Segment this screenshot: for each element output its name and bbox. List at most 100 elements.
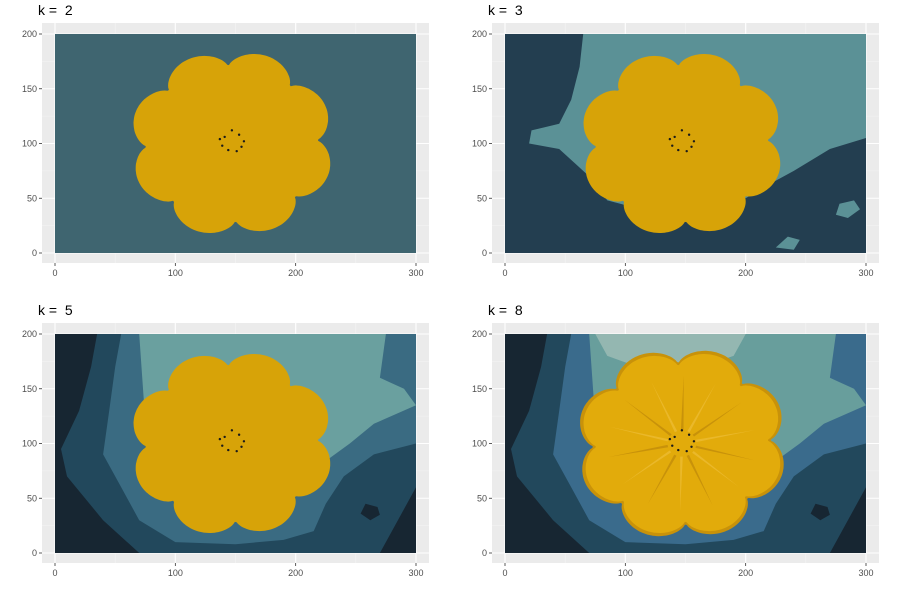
x-tick-label: 300 <box>408 268 423 278</box>
flower-center <box>668 129 696 153</box>
x-tick-label: 100 <box>618 568 633 578</box>
y-tick-label: 200 <box>472 329 487 339</box>
x-tick-label: 200 <box>738 568 753 578</box>
cluster-light-spot <box>775 236 800 250</box>
flower <box>583 354 781 533</box>
flower-streak <box>651 381 678 433</box>
flower-streak <box>687 383 716 433</box>
flower-center-dot <box>692 140 696 143</box>
image-raster <box>55 334 416 553</box>
flower-streak <box>680 456 683 512</box>
flower-center-dot <box>671 144 674 147</box>
flower-center-dot <box>240 445 243 448</box>
plot-k5: 0 100 200 300 0 50 100 150 200 <box>22 323 429 578</box>
flower-center-dot <box>223 135 226 139</box>
flower-center-dot <box>227 148 230 152</box>
y-tick-label: 200 <box>472 29 487 39</box>
flower-center-dot <box>687 133 691 136</box>
flower-center-dot <box>673 435 676 439</box>
y-tick-label: 100 <box>22 439 37 449</box>
flower-center-dot <box>221 144 224 147</box>
y-tick-label: 150 <box>22 384 37 394</box>
panel-title: k = 8 <box>488 302 523 318</box>
panel-title: k = 2 <box>38 2 73 18</box>
x-tick-label: 0 <box>502 568 507 578</box>
flower-streaks <box>608 375 755 512</box>
flower-center-dot <box>690 445 693 448</box>
cluster-darkest-spot <box>810 503 830 521</box>
flower-center-dot <box>242 140 246 143</box>
y-tick-label: 50 <box>27 193 37 203</box>
flower-center-dot <box>227 448 230 452</box>
flower-center <box>668 429 696 453</box>
flower <box>133 354 331 533</box>
flower-streak <box>680 375 684 431</box>
flower-center-dot <box>230 129 234 132</box>
x-tick-label: 300 <box>408 568 423 578</box>
plot-k3: 0 100 200 300 0 50 100 150 200 <box>472 23 879 278</box>
flower-center-dot <box>680 429 684 432</box>
flower-center-dot <box>690 145 693 148</box>
flower-streak <box>686 454 713 506</box>
flower-streak <box>692 451 740 488</box>
flower-center-dot <box>235 149 238 153</box>
y-tick-label: 150 <box>472 84 487 94</box>
y-tick-label: 200 <box>22 29 37 39</box>
flower-center <box>218 129 246 153</box>
flower-center-dot <box>218 137 222 141</box>
x-tick-label: 200 <box>288 568 303 578</box>
image-raster <box>55 34 416 253</box>
panel-k3: k = 3 0 100 200 300 0 50 100 150 200 <box>450 0 900 300</box>
flower-center-dot <box>223 435 226 439</box>
flower-streak <box>647 454 677 504</box>
panel-k8: k = 8 0 100 200 300 0 50 100 150 200 <box>450 300 900 600</box>
flower-center-dot <box>680 129 684 132</box>
axis-ticks <box>39 333 417 566</box>
plot-k8: 0 100 200 300 0 50 100 150 200 <box>472 323 879 578</box>
flower-center-dot <box>671 444 674 447</box>
flower-streak <box>695 445 755 461</box>
panel-k5: k = 5 0 100 200 300 0 50 100 150 200 <box>0 300 450 600</box>
flower-center-dot <box>237 133 241 136</box>
flower-streak <box>622 450 672 485</box>
x-tick-label: 100 <box>168 568 183 578</box>
axis-ticks <box>489 33 867 266</box>
flower-center-dot <box>673 135 676 139</box>
x-tick-label: 0 <box>52 268 57 278</box>
x-tick-label: 300 <box>858 568 873 578</box>
y-tick-label: 0 <box>482 548 487 558</box>
axis-ticks <box>39 33 417 266</box>
flower-center-dot <box>221 444 224 447</box>
y-tick-label: 0 <box>32 248 37 258</box>
cluster-darkest-spot <box>360 503 380 521</box>
flower-center-dot <box>677 448 680 452</box>
flower-center-dot <box>692 440 696 443</box>
flower-center-dot <box>668 437 672 441</box>
flower-streak <box>692 402 742 437</box>
plot-k2: 0 100 200 300 0 50 100 150 200 <box>22 23 429 278</box>
flower-center-dot <box>685 449 688 453</box>
panel-k2: k = 2 0 100 200 300 0 50 100 150 200 <box>0 0 450 300</box>
flower-center <box>218 429 246 453</box>
y-tick-label: 0 <box>32 548 37 558</box>
y-tick-label: 50 <box>477 493 487 503</box>
flower-center-dot <box>668 137 672 141</box>
flower-streak <box>695 430 755 443</box>
flower-center-dot <box>235 449 238 453</box>
flower-center-dot <box>687 433 691 436</box>
image-raster <box>505 334 866 553</box>
x-tick-label: 100 <box>168 268 183 278</box>
x-tick-label: 100 <box>618 268 633 278</box>
axis-ticks <box>489 333 867 566</box>
y-tick-label: 100 <box>22 139 37 149</box>
flower-streak <box>608 444 669 457</box>
flower-center-dot <box>685 149 688 153</box>
panel-title: k = 3 <box>488 2 523 18</box>
flower-center-dot <box>230 429 234 432</box>
y-tick-label: 100 <box>472 439 487 449</box>
y-tick-label: 0 <box>482 248 487 258</box>
cluster-light-spot <box>835 200 860 218</box>
y-tick-label: 150 <box>22 84 37 94</box>
x-tick-label: 200 <box>738 268 753 278</box>
y-tick-label: 50 <box>477 193 487 203</box>
